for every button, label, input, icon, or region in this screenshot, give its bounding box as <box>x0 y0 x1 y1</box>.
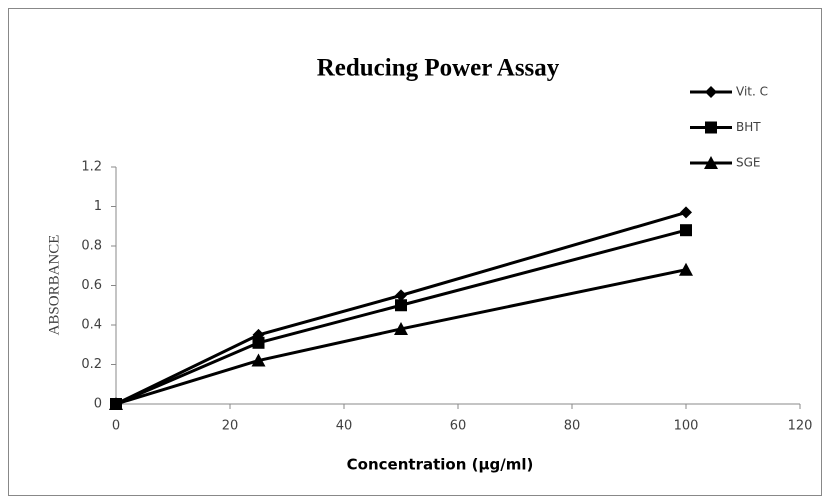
marker <box>109 397 123 410</box>
series-line <box>115 268 687 406</box>
marker <box>395 289 407 302</box>
marker <box>705 121 717 134</box>
marker <box>704 156 718 169</box>
y-tick-label: 0.4 <box>81 318 102 333</box>
x-tick-label: 80 <box>564 419 581 434</box>
x-tick-label: 40 <box>336 419 353 434</box>
chart-title: Reducing Power Assay <box>317 55 560 82</box>
y-axis-label: ABSORBANCE <box>46 235 62 336</box>
x-tick-label: 100 <box>674 419 699 434</box>
marker <box>394 321 408 335</box>
y-tick-label: 0.2 <box>81 357 102 372</box>
marker <box>680 206 692 219</box>
legend-label: BHT <box>736 120 761 134</box>
x-tick-label: 120 <box>788 419 813 434</box>
y-tick-label: 0.6 <box>81 278 102 293</box>
x-tick-label: 20 <box>222 419 239 434</box>
marker <box>251 353 266 367</box>
x-tick-label: 60 <box>450 419 467 434</box>
y-tick-label: 0.8 <box>81 239 102 254</box>
marker <box>395 299 407 312</box>
marker <box>252 336 265 349</box>
x-tick-label: 0 <box>112 419 120 434</box>
x-axis-label: Concentration (µg/ml) <box>347 456 534 474</box>
marker <box>705 86 717 98</box>
marker <box>680 224 692 237</box>
legend-label: SGE <box>736 156 761 170</box>
legend-label: Vit. C <box>736 85 768 99</box>
y-tick-label: 1 <box>94 199 102 214</box>
chart-frame <box>8 8 822 496</box>
y-tick-label: 0 <box>94 397 102 412</box>
marker <box>679 262 693 276</box>
series-line <box>115 210 687 406</box>
series-line <box>115 228 687 406</box>
y-tick-label: 1.2 <box>81 160 102 175</box>
